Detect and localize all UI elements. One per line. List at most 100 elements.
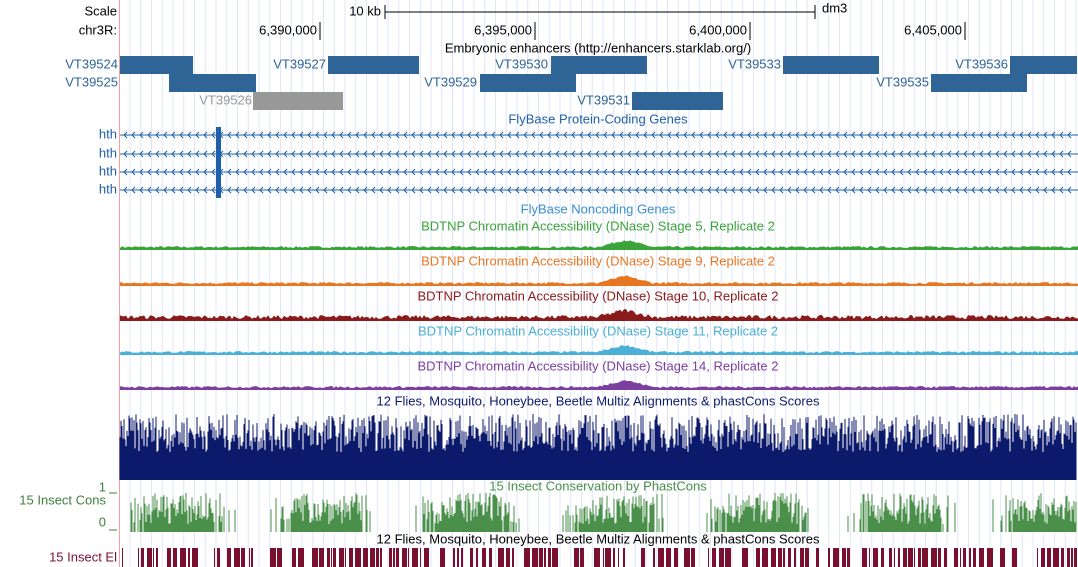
element	[756, 548, 760, 567]
element	[217, 548, 220, 567]
element	[574, 548, 579, 567]
element	[345, 548, 346, 567]
element	[1071, 548, 1073, 567]
enhancer-box	[632, 92, 723, 110]
track-title: BDTNP Chromatin Accessibility (DNase) St…	[417, 288, 778, 303]
element	[227, 548, 231, 567]
element	[476, 548, 478, 567]
element	[816, 548, 819, 567]
element	[987, 548, 993, 567]
enhancer-label: VT39530	[495, 56, 548, 71]
element	[708, 548, 709, 567]
element	[847, 548, 850, 567]
track-title: 12 Flies, Mosquito, Honeybee, Beetle Mul…	[377, 393, 820, 408]
element	[122, 548, 123, 567]
gene-label: hth	[99, 145, 117, 160]
element	[188, 548, 190, 567]
track-title: BDTNP Chromatin Accessibility (DNase) St…	[421, 253, 775, 268]
element	[613, 548, 615, 567]
element	[641, 548, 645, 567]
element	[319, 548, 324, 567]
element	[333, 548, 336, 567]
position-label: 6,400,000	[689, 22, 747, 37]
element	[138, 548, 139, 567]
track-title: BDTNP Chromatin Accessibility (DNase) St…	[417, 358, 778, 373]
element	[349, 548, 353, 567]
strand-arrows	[123, 186, 1072, 194]
element	[327, 548, 330, 567]
element	[828, 548, 830, 567]
element	[973, 548, 976, 567]
element	[712, 548, 716, 567]
strand-arrows	[123, 150, 1072, 158]
enhancer-label: VT39535	[876, 74, 929, 89]
element	[580, 548, 584, 567]
enhancer-label: VT39533	[728, 56, 781, 71]
enhancer-box	[328, 56, 419, 74]
element	[944, 548, 947, 567]
element	[691, 548, 695, 567]
element	[742, 548, 748, 567]
element	[594, 548, 600, 567]
element	[249, 548, 250, 567]
element	[1074, 548, 1077, 567]
element	[173, 548, 177, 567]
side-label: 15 Insect Cons	[19, 492, 106, 507]
element	[1037, 548, 1038, 567]
gene-label: hth	[99, 163, 117, 178]
element	[440, 548, 445, 567]
element	[889, 548, 892, 567]
element	[805, 548, 809, 567]
element	[969, 548, 971, 567]
element	[931, 548, 937, 567]
track-title: 15 Insect Conservation by PhastCons	[489, 478, 707, 493]
element	[489, 548, 492, 567]
element	[800, 548, 804, 567]
enhancer-box	[169, 74, 256, 92]
element	[903, 548, 907, 567]
element	[603, 548, 604, 567]
enhancer-label: VT39525	[65, 74, 118, 89]
element	[234, 548, 240, 567]
track-title: FlyBase Protein-Coding Genes	[508, 111, 688, 126]
element	[548, 548, 551, 567]
element	[241, 548, 245, 567]
element	[1067, 548, 1070, 567]
element	[914, 548, 915, 567]
element	[312, 548, 318, 567]
element	[339, 548, 344, 567]
scale-bar-label: 10 kb	[349, 3, 381, 18]
element	[869, 548, 870, 567]
scale-bar	[384, 5, 816, 19]
element	[833, 548, 839, 567]
element	[393, 548, 395, 567]
element	[1047, 548, 1051, 567]
element	[918, 548, 921, 567]
track-title: FlyBase Noncoding Genes	[521, 201, 676, 216]
element	[544, 548, 546, 567]
element	[498, 548, 504, 567]
element	[684, 548, 690, 567]
signal	[120, 240, 1078, 250]
element	[771, 548, 776, 567]
element	[370, 548, 375, 567]
enhancer-label: VT39531	[577, 92, 630, 107]
element	[1041, 548, 1045, 567]
element	[380, 548, 382, 567]
element	[277, 548, 282, 567]
element	[954, 548, 958, 567]
element	[363, 548, 368, 567]
position-label: 6,405,000	[904, 22, 962, 37]
element	[512, 548, 514, 567]
enhancer-box	[480, 74, 576, 92]
element	[788, 548, 791, 567]
element	[898, 548, 900, 567]
enhancer-box	[551, 56, 647, 74]
element	[420, 548, 421, 567]
axis-min: 0	[99, 514, 106, 529]
signal	[120, 275, 1078, 286]
element	[842, 548, 846, 567]
track-title: BDTNP Chromatin Accessibility (DNase) St…	[421, 218, 775, 233]
element	[908, 548, 913, 567]
